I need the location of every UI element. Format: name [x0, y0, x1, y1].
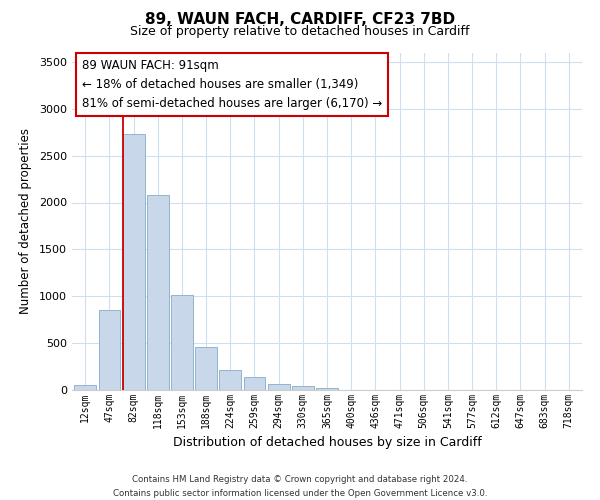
Text: 89, WAUN FACH, CARDIFF, CF23 7BD: 89, WAUN FACH, CARDIFF, CF23 7BD	[145, 12, 455, 28]
Bar	[244, 377, 265, 390]
Text: Contains HM Land Registry data © Crown copyright and database right 2024.
Contai: Contains HM Land Registry data © Crown c…	[113, 476, 487, 498]
Y-axis label: Number of detached properties: Number of detached properties	[19, 128, 32, 314]
Bar	[292, 386, 314, 390]
Bar	[268, 384, 290, 390]
X-axis label: Distribution of detached houses by size in Cardiff: Distribution of detached houses by size …	[173, 436, 481, 450]
Bar	[171, 296, 193, 390]
Bar	[98, 310, 121, 390]
Bar	[220, 370, 241, 390]
Bar	[195, 348, 217, 390]
Bar	[123, 134, 145, 390]
Bar	[147, 195, 169, 390]
Bar	[316, 388, 338, 390]
Text: 89 WAUN FACH: 91sqm
← 18% of detached houses are smaller (1,349)
81% of semi-det: 89 WAUN FACH: 91sqm ← 18% of detached ho…	[82, 59, 382, 110]
Text: Size of property relative to detached houses in Cardiff: Size of property relative to detached ho…	[130, 25, 470, 38]
Bar	[74, 385, 96, 390]
